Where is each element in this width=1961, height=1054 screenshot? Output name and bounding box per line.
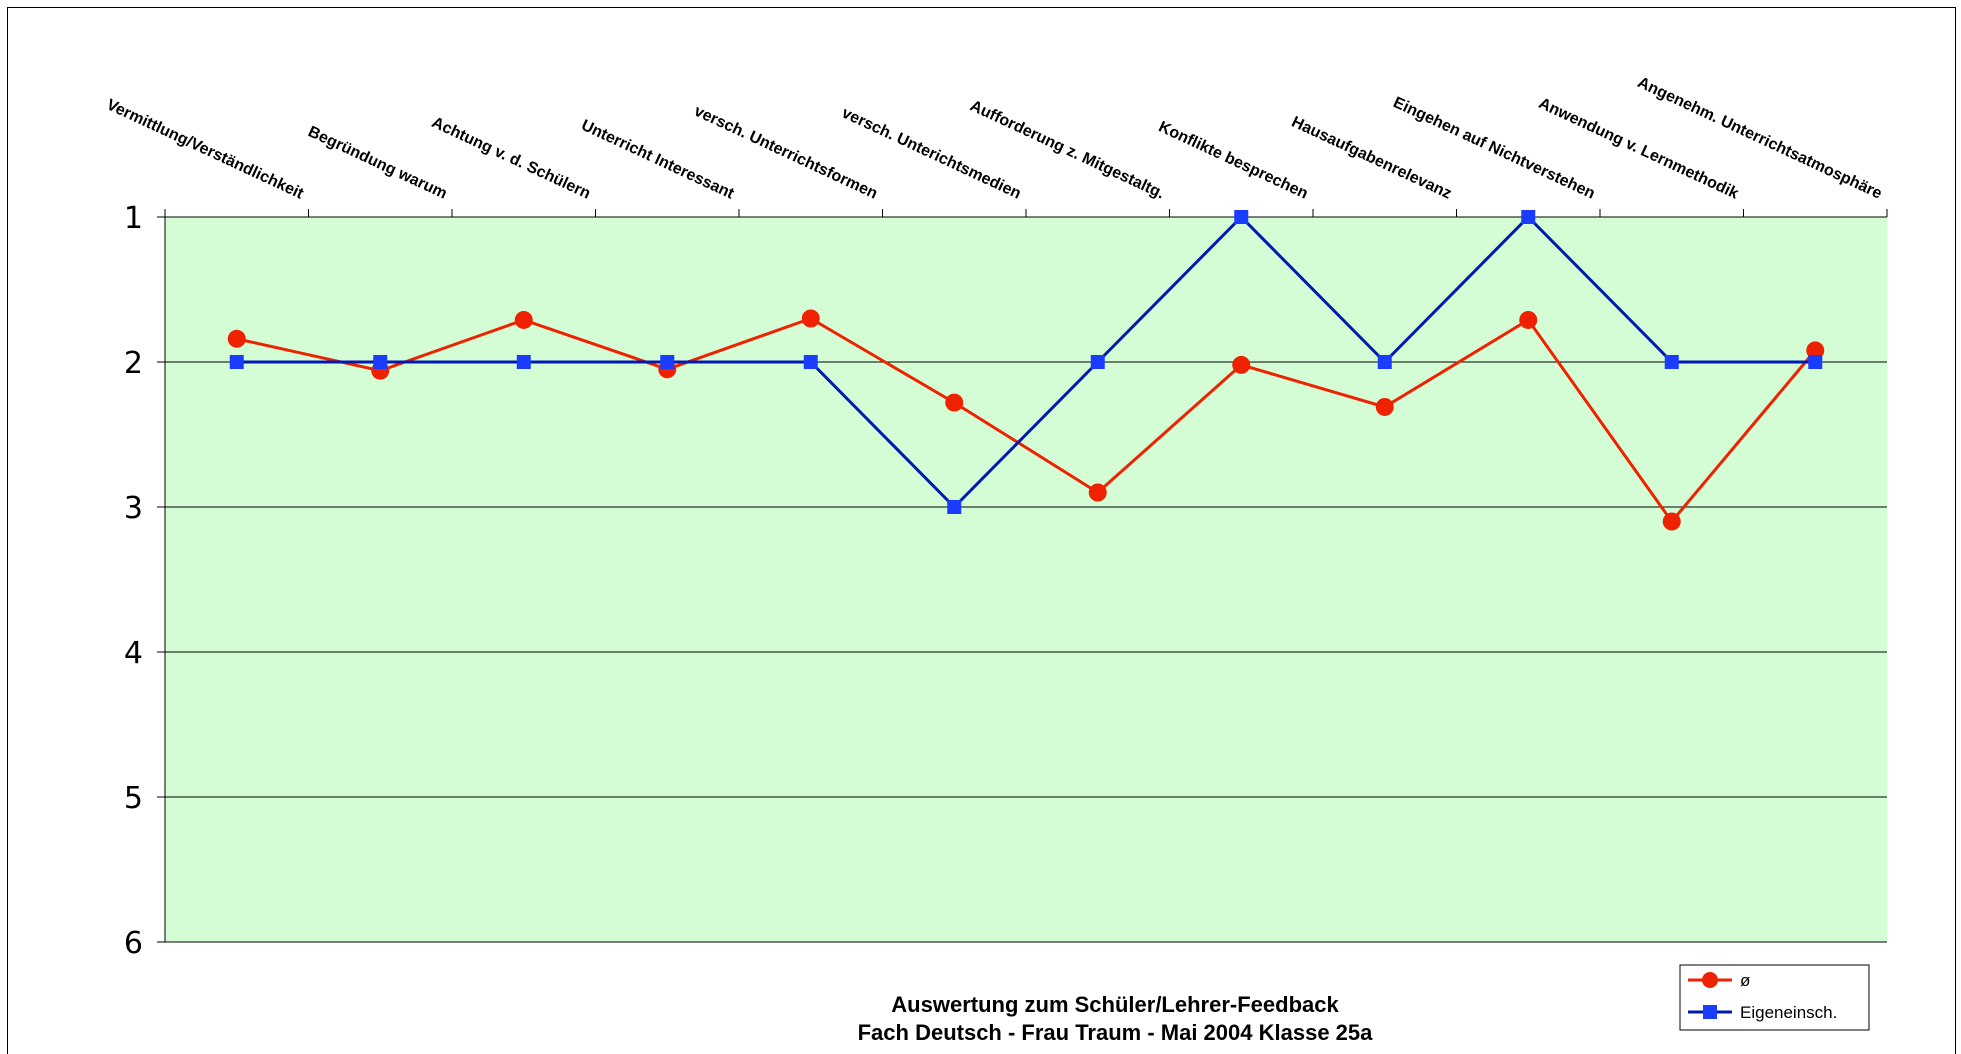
series-line — [236, 214, 1816, 510]
y-tick-label: 6 — [124, 926, 143, 961]
data-point — [1234, 210, 1249, 224]
data-point — [516, 355, 531, 369]
data-point — [1090, 355, 1105, 369]
y-axis: 1 2 3 4 5 6 — [124, 201, 166, 961]
data-point — [1088, 483, 1107, 502]
series-layer — [227, 210, 1825, 531]
data-point — [945, 393, 964, 412]
chart-subtitle: Fach Deutsch - Frau Traum - Mai 2004 Kla… — [858, 1020, 1374, 1045]
legend-marker-self — [1703, 1005, 1717, 1019]
data-point — [373, 355, 388, 369]
y-tick-label: 3 — [124, 491, 143, 526]
data-point — [227, 329, 246, 348]
y-tick-label: 4 — [124, 636, 143, 671]
data-point — [660, 355, 675, 369]
chart-title: Auswertung zum Schüler/Lehrer-Feedback — [891, 992, 1339, 1017]
y-tick-label: 2 — [124, 346, 143, 381]
data-point — [1375, 397, 1394, 416]
series-line — [236, 316, 1817, 524]
data-point — [514, 310, 533, 329]
x-axis — [164, 209, 1888, 218]
data-point — [1808, 355, 1823, 369]
legend-label-self: Eigeneinsch. — [1740, 1003, 1837, 1022]
data-point — [1806, 341, 1825, 360]
series-self-assessment — [229, 210, 1823, 514]
plot-area — [165, 217, 1887, 942]
y-tick-label: 1 — [124, 201, 143, 236]
legend: ø Eigeneinsch. — [1679, 964, 1870, 1031]
data-point — [947, 500, 962, 514]
data-point — [1519, 310, 1538, 329]
data-point — [1377, 355, 1392, 369]
legend-label-avg: ø — [1740, 971, 1750, 990]
data-point — [1521, 210, 1536, 224]
data-point — [803, 355, 818, 369]
data-point — [1662, 512, 1681, 531]
data-point — [229, 355, 244, 369]
y-tick-label: 5 — [124, 781, 143, 816]
data-point — [1232, 355, 1251, 374]
data-point — [1664, 355, 1679, 369]
legend-marker-avg — [1702, 972, 1718, 988]
data-point — [801, 309, 820, 328]
